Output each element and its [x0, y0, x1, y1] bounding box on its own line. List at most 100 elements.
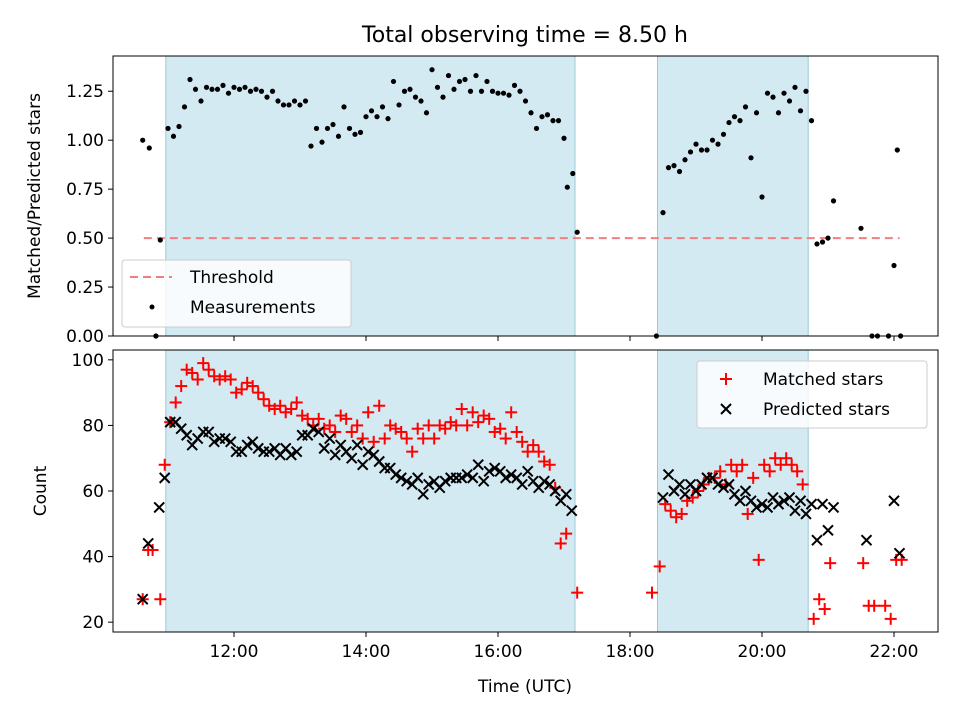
measurement-point — [467, 88, 474, 94]
matched-star-point — [813, 593, 826, 606]
predicted-star-point — [657, 491, 669, 504]
measurement-point — [570, 170, 576, 177]
measurement-point — [242, 84, 248, 90]
matched-star-point — [428, 432, 441, 445]
measurement-point — [434, 84, 441, 90]
chart-title: Total observing time = 8.50 h — [361, 23, 688, 48]
x-tick-label: 14:00 — [342, 642, 391, 662]
predicted-star-point — [202, 426, 215, 438]
predicted-star-point — [411, 472, 424, 484]
predicted-star-point — [263, 445, 275, 458]
bottom-x-axis: 12:00 14:00 16:00 18:00 20:00 22:00 — [210, 632, 919, 662]
matched-star-point — [769, 452, 782, 465]
predicted-star-point — [717, 482, 730, 494]
matched-star-point — [373, 399, 386, 412]
measurement-point — [374, 114, 380, 120]
measurement-point — [489, 88, 496, 94]
predicted-star-point — [466, 472, 479, 484]
measurement-point — [665, 165, 672, 171]
shaded-interval — [165, 350, 576, 632]
measurement-point — [319, 139, 325, 145]
y-tick-label: 40 — [82, 548, 104, 568]
top-y-axis-label: Matched/Predicted stars — [25, 93, 45, 299]
predicted-star-point — [224, 436, 237, 448]
measurement-point — [726, 119, 732, 126]
matched-star-point — [747, 471, 760, 484]
matched-star-point — [780, 452, 793, 465]
matched-star-point — [741, 507, 754, 520]
measurements-series — [140, 67, 904, 339]
predicted-star-point — [472, 459, 484, 471]
measurement-point — [858, 225, 864, 231]
legend-predicted-swatch — [720, 403, 732, 415]
measurement-point — [275, 98, 281, 104]
predicted-star-point — [241, 439, 253, 451]
matched-star-point — [290, 396, 303, 409]
predicted-star-point — [679, 488, 691, 500]
predicted-star-point — [499, 472, 512, 484]
y-tick-label: 60 — [82, 482, 104, 502]
measurement-point — [517, 88, 523, 94]
measurement-point — [247, 88, 254, 94]
measurement-point — [313, 125, 320, 132]
predicted-star-point — [142, 537, 154, 550]
measurement-point — [401, 88, 408, 94]
measurement-point — [264, 94, 270, 100]
matched-star-point — [516, 435, 529, 448]
matched-star-point — [158, 458, 171, 471]
matched-star-point — [175, 380, 188, 393]
measurement-point — [506, 92, 512, 98]
predicted-star-point — [805, 498, 818, 510]
matched-star-point — [406, 445, 419, 458]
measurement-point — [335, 133, 342, 139]
measurement-point — [236, 86, 243, 92]
y-tick-label: 1.25 — [66, 82, 104, 102]
measurement-point — [484, 78, 490, 85]
measurement-point — [192, 86, 199, 92]
predicted-star-point — [323, 432, 336, 445]
predicted-star-point — [351, 439, 363, 451]
predicted-stars-series — [136, 416, 906, 605]
predicted-star-point — [285, 449, 297, 461]
measurement-point — [396, 102, 402, 108]
matched-star-point — [400, 432, 413, 445]
matched-star-point — [714, 465, 727, 478]
predicted-star-point — [673, 478, 686, 491]
matched-star-point — [736, 458, 749, 471]
predicted-star-point — [318, 442, 330, 455]
measurement-point — [302, 98, 309, 104]
predicted-star-point — [662, 468, 675, 481]
measurement-point — [456, 78, 463, 85]
bottom-y-axis: 20 40 60 80 100 — [72, 351, 113, 633]
predicted-star-point — [362, 445, 374, 458]
measurement-point — [500, 90, 507, 96]
measurement-point — [429, 67, 435, 73]
measurement-point — [157, 237, 163, 243]
measurement-point — [693, 141, 699, 147]
measurement-point — [291, 98, 298, 104]
y-tick-label: 0.75 — [66, 180, 104, 200]
matched-star-point — [868, 599, 881, 612]
predicted-star-point — [389, 468, 402, 481]
matched-star-point — [758, 458, 771, 471]
predicted-star-point — [538, 475, 550, 487]
matched-star-point — [505, 406, 518, 419]
predicted-star-point — [712, 478, 724, 491]
matched-star-point — [257, 393, 270, 406]
measurement-point — [764, 90, 771, 96]
measurement-point — [891, 262, 897, 269]
measurement-point — [830, 198, 837, 204]
predicted-star-point — [400, 475, 413, 487]
measurement-point — [203, 84, 210, 90]
predicted-star-point — [312, 426, 325, 438]
measurement-point — [825, 235, 831, 241]
measurement-point — [737, 118, 743, 124]
predicted-star-point — [136, 593, 149, 605]
measurement-point — [550, 118, 556, 124]
measurement-point — [720, 131, 727, 137]
legend-threshold-label: Threshold — [189, 268, 274, 288]
matched-star-point — [532, 445, 545, 458]
matched-star-point — [356, 432, 369, 445]
measurement-point — [423, 110, 430, 116]
